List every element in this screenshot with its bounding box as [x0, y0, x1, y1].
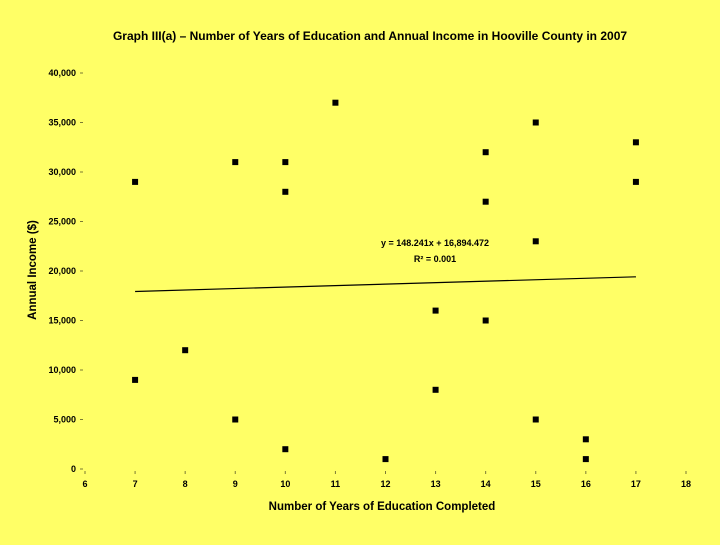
- data-point: [482, 198, 489, 205]
- data-point: [282, 446, 289, 453]
- x-axis-label: Number of Years of Education Completed: [269, 501, 496, 513]
- data-point: [382, 456, 389, 463]
- trendline-equation: y = 148.241x + 16,894.472: [381, 238, 489, 248]
- data-points: [132, 99, 639, 463]
- x-tick-label: 8: [183, 479, 188, 489]
- data-point: [632, 139, 639, 146]
- x-tick-label: 11: [331, 479, 341, 489]
- data-point: [532, 119, 539, 126]
- chart-title: Graph III(a) – Number of Years of Educat…: [113, 29, 627, 43]
- data-point: [182, 347, 189, 354]
- y-tick-label: 40,000: [48, 68, 76, 78]
- x-tick-label: 18: [681, 479, 691, 489]
- data-point: [232, 416, 239, 423]
- y-axis-ticks: 0 5,000 10,000 15,000 20,000 25,000 30,000 35,0…: [48, 68, 83, 474]
- x-tick-label: 10: [280, 479, 290, 489]
- trendline: [135, 276, 636, 293]
- data-point: [482, 149, 489, 156]
- y-tick-label: 25,000: [48, 217, 76, 227]
- x-tick-label: 6: [82, 479, 87, 489]
- y-tick-label: 35,000: [48, 118, 76, 128]
- y-axis-label: Annual Income ($): [27, 220, 39, 320]
- y-tick-label: 20,000: [48, 266, 76, 276]
- data-point: [532, 416, 539, 423]
- trendline-r-squared: R² = 0.001: [414, 254, 456, 264]
- data-point: [432, 307, 439, 314]
- x-tick-label: 17: [631, 479, 641, 489]
- y-tick-label: 5,000: [53, 415, 76, 425]
- trendline-group: [135, 276, 636, 293]
- x-tick-label: 16: [581, 479, 591, 489]
- y-tick-label: 15,000: [48, 316, 76, 326]
- y-tick-label: 30,000: [48, 167, 76, 177]
- x-tick-label: 13: [431, 479, 441, 489]
- data-point: [582, 436, 589, 443]
- data-point: [282, 188, 289, 195]
- y-tick-label: 0: [71, 464, 76, 474]
- data-point: [282, 159, 289, 166]
- y-tick-label: 10,000: [48, 365, 76, 375]
- x-tick-label: 9: [233, 479, 238, 489]
- data-point: [482, 317, 489, 324]
- data-point: [532, 238, 539, 245]
- x-tick-label: 15: [531, 479, 541, 489]
- data-point: [582, 456, 589, 463]
- x-axis-ticks: 6 7 8 9 10 11 12 13 14 15 16 17 18: [82, 471, 691, 489]
- data-point: [632, 178, 639, 185]
- data-point: [132, 178, 139, 185]
- x-tick-label: 14: [481, 479, 491, 489]
- data-point: [432, 386, 439, 393]
- x-tick-label: 12: [380, 479, 390, 489]
- data-point: [132, 376, 139, 383]
- data-point: [332, 99, 339, 106]
- x-tick-label: 7: [133, 479, 138, 489]
- data-point: [232, 159, 239, 166]
